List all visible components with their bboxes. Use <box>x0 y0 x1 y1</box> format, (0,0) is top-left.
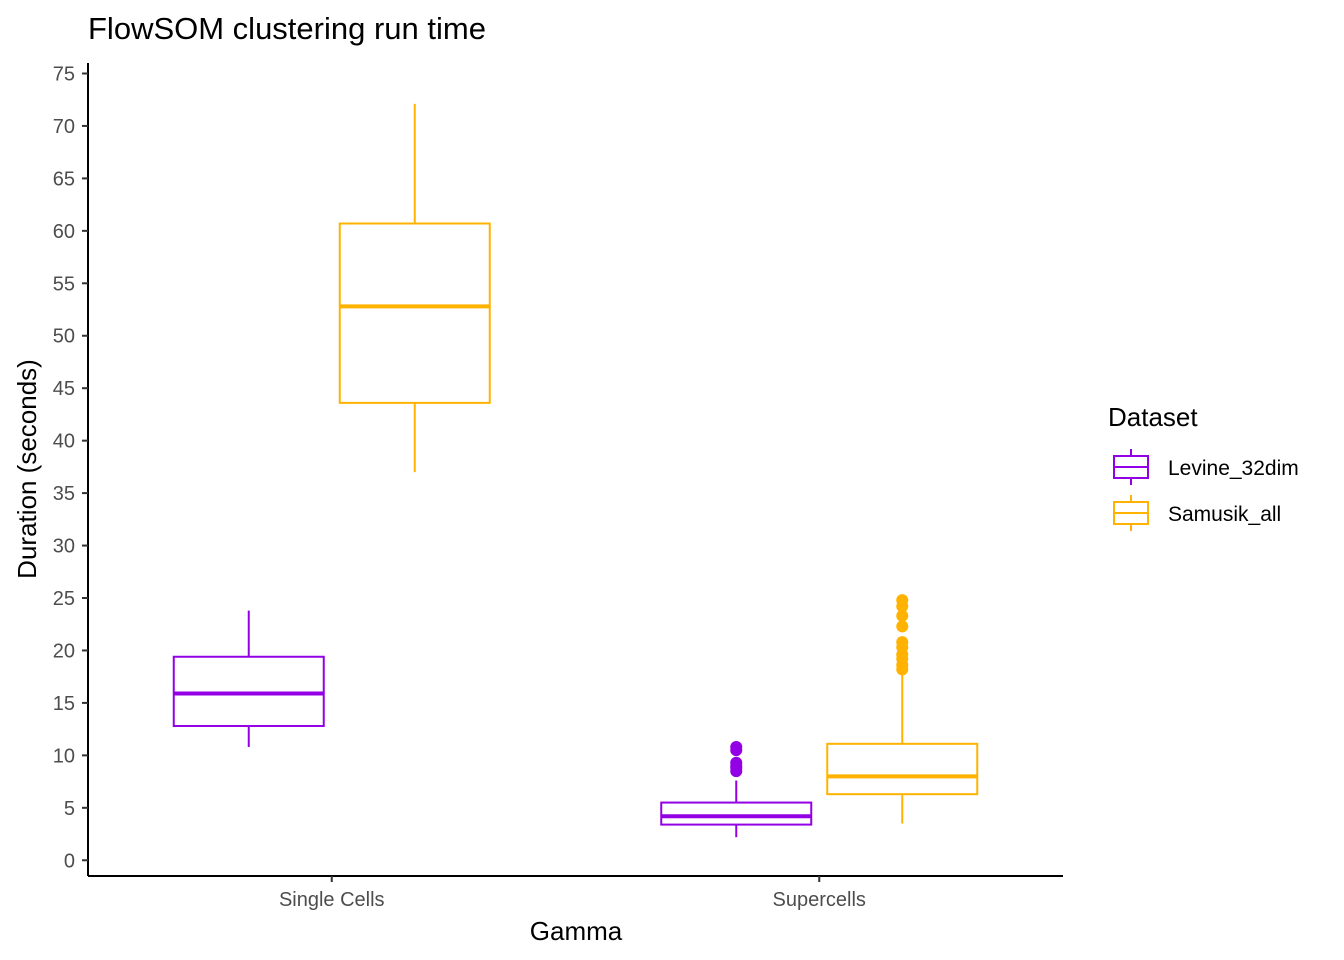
outlier-point <box>896 636 909 649</box>
box-Levine_32dim-single-cells <box>172 610 325 747</box>
box-iqr <box>826 742 979 796</box>
outlier-point <box>896 609 909 622</box>
y-tick-label: 70 <box>53 116 75 138</box>
box-Samusik_all-single-cells <box>338 103 491 473</box>
y-tick-label: 20 <box>53 640 75 662</box>
y-tick-label: 15 <box>53 693 75 715</box>
y-tick-label: 30 <box>53 536 75 558</box>
plot-area <box>172 103 979 838</box>
y-tick-label: 25 <box>53 588 75 610</box>
y-axis-title: Duration (seconds) <box>12 359 42 579</box>
outlier-point <box>896 594 909 607</box>
y-tick-label: 55 <box>53 273 75 295</box>
y-tick-label: 10 <box>53 745 75 767</box>
y-tick-label: 35 <box>53 483 75 505</box>
legend-label: Samusik_all <box>1168 503 1281 526</box>
y-tick-label: 50 <box>53 326 75 348</box>
y-tick-label: 45 <box>53 378 75 400</box>
legend-label: Levine_32dim <box>1168 457 1299 480</box>
y-tick-label: 0 <box>64 850 75 872</box>
box-iqr <box>660 801 813 826</box>
y-tick-label: 75 <box>53 63 75 85</box>
legend-title: Dataset <box>1108 402 1198 432</box>
outlier-point <box>896 620 909 633</box>
x-tick-label: Single Cells <box>279 889 385 911</box>
outlier-point <box>730 740 743 753</box>
box-Levine_32dim-supercells <box>660 740 813 838</box>
y-tick-label: 60 <box>53 221 75 243</box>
legend: Dataset Levine_32dim Samusik_all <box>1108 402 1299 531</box>
y-tick-label: 40 <box>53 431 75 453</box>
y-tick-label: 5 <box>64 798 75 820</box>
x-axis-ticks: Single Cells Supercells <box>279 876 866 911</box>
chart-title: FlowSOM clustering run time <box>88 11 486 46</box>
x-tick-label: Supercells <box>773 889 866 911</box>
box-iqr <box>172 655 325 727</box>
y-axis-ticks: 0 5 10 15 20 25 30 35 40 45 50 55 60 65 70 75 <box>53 63 88 872</box>
outlier-point <box>730 756 743 769</box>
x-axis-title: Gamma <box>530 916 623 946</box>
y-tick-label: 65 <box>53 168 75 190</box>
box-Samusik_all-supercells <box>826 594 979 824</box>
box-iqr <box>338 222 491 404</box>
